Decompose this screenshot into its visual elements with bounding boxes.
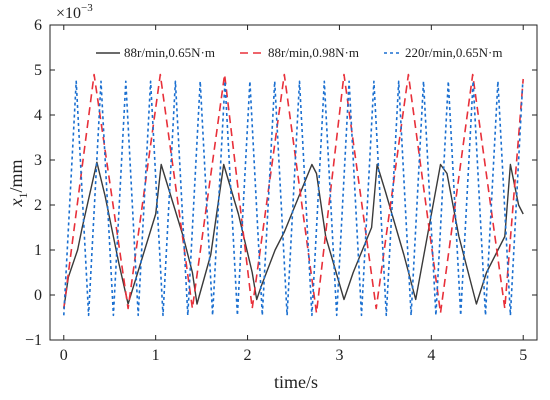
legend-label-88r-098: 88r/min,0.98N·m — [268, 45, 359, 60]
x-tick-label: 4 — [427, 347, 435, 364]
y-multiplier-base: ×10 — [56, 5, 81, 22]
y-tick-label: 4 — [34, 107, 42, 124]
y-tick-label: 6 — [34, 17, 42, 34]
legend: 88r/min,0.65N·m 88r/min,0.98N·m 220r/min… — [92, 44, 532, 64]
x-tick-label: 5 — [519, 347, 527, 364]
y-tick-label: 0 — [34, 287, 42, 304]
legend-background — [92, 44, 532, 64]
series-88r-098-line — [63, 73, 524, 314]
y-tick-label: 2 — [34, 197, 42, 214]
legend-item-88r-065: 88r/min,0.65N·m — [96, 45, 215, 60]
y-tick-label: −1 — [25, 332, 42, 349]
y-tick-label: 5 — [34, 62, 42, 79]
y-title-sub: 1 — [16, 193, 30, 199]
x-tick-label: 3 — [335, 347, 343, 364]
legend-label-88r-065: 88r/min,0.65N·m — [124, 45, 215, 60]
y-title-unit: /mm — [6, 159, 26, 192]
legend-label-220r-065: 220r/min,0.65N·m — [405, 45, 503, 60]
x-tick-label: 1 — [152, 347, 160, 364]
x-axis-title: time/s — [274, 372, 318, 392]
y-tick-label: 3 — [34, 152, 42, 169]
axis-ticks: 0 1 2 3 4 5 −1 0 1 2 3 4 5 6 — [25, 17, 537, 364]
y-tick-label: 1 — [34, 242, 42, 259]
x-tick-label: 2 — [244, 347, 252, 364]
series-group — [63, 73, 524, 317]
y-axis-multiplier: ×10−3 — [56, 2, 93, 22]
y-multiplier-exp: −3 — [81, 2, 93, 14]
x-tick-label: 0 — [60, 347, 68, 364]
legend-item-88r-098: 88r/min,0.98N·m — [240, 45, 359, 60]
series-88r-065-line — [63, 161, 524, 309]
legend-item-220r-065: 220r/min,0.65N·m — [384, 45, 503, 60]
plot-frame — [49, 24, 538, 341]
series-220r-065-line — [63, 80, 524, 317]
y-title-main: x — [6, 199, 26, 208]
y-axis-title: x1/mm — [6, 159, 30, 207]
